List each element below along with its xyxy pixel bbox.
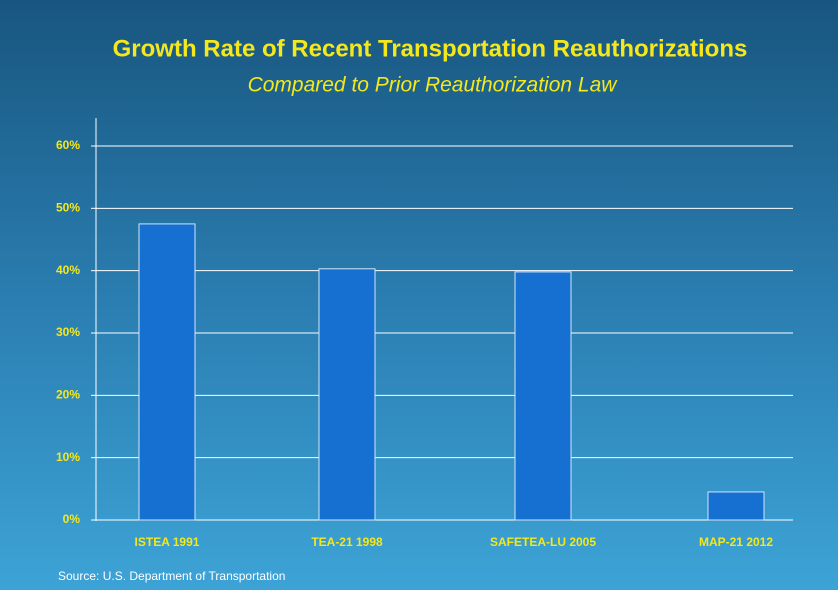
y-tick-label: 60% [56, 138, 80, 152]
bar [318, 268, 376, 521]
y-tick-label: 40% [56, 263, 80, 277]
source-note: Source: U.S. Department of Transportatio… [58, 569, 285, 583]
x-tick-label: SAFETEA-LU 2005 [490, 535, 596, 549]
x-tick-label: ISTEA 1991 [135, 535, 200, 549]
bar [707, 491, 765, 521]
x-tick-label: TEA-21 1998 [311, 535, 383, 549]
x-tick-label: MAP-21 2012 [699, 535, 773, 549]
chart-title: Growth Rate of Recent Transportation Rea… [113, 35, 748, 62]
chart-subtitle: Compared to Prior Reauthorization Law [248, 74, 619, 97]
y-tick-label: 0% [63, 512, 81, 526]
y-tick-label: 10% [56, 450, 80, 464]
y-tick-label: 20% [56, 388, 80, 402]
y-tick-label: 50% [56, 201, 80, 215]
bar [138, 223, 196, 521]
bar [514, 271, 572, 521]
y-tick-label: 30% [56, 325, 80, 339]
